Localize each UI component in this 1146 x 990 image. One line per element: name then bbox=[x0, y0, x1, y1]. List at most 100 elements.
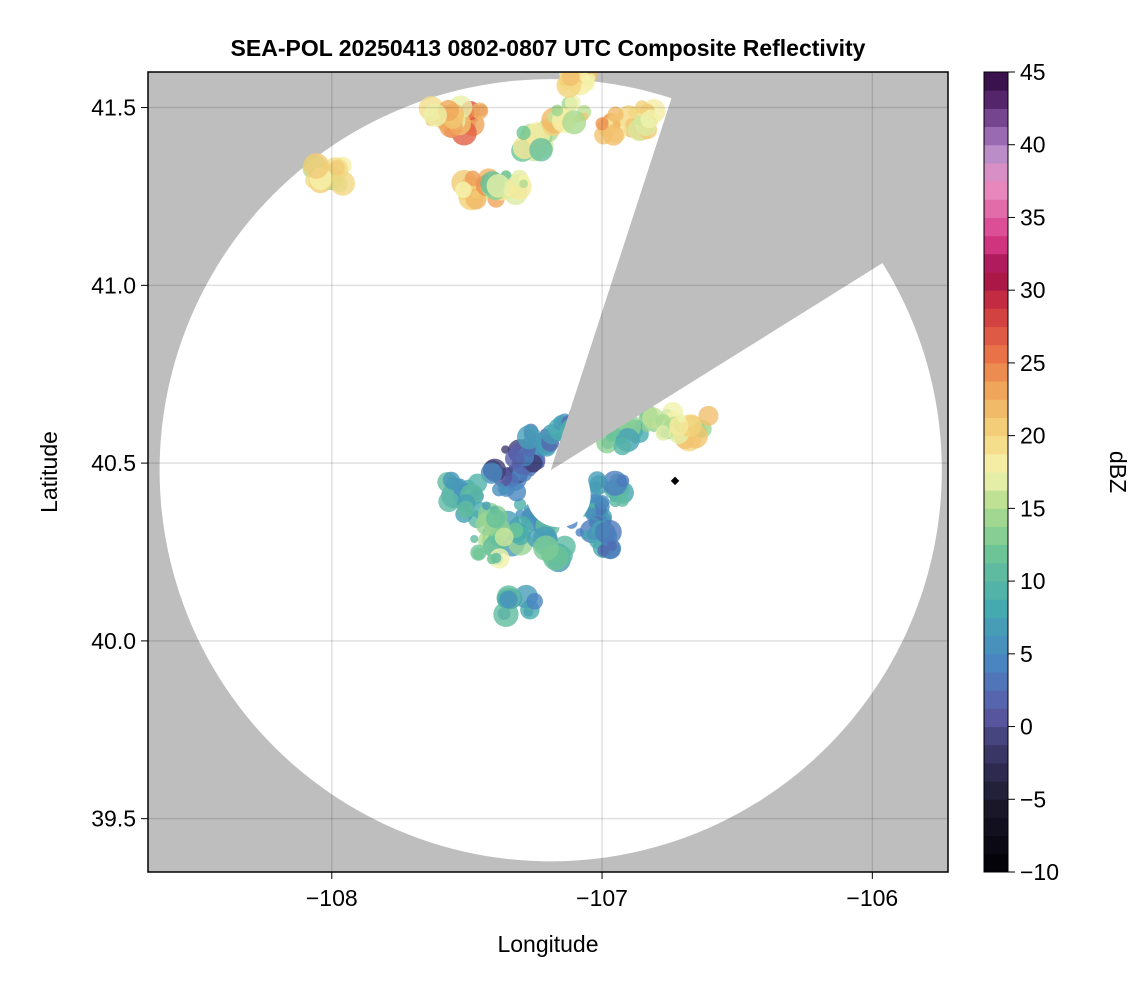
colorbar-band bbox=[984, 108, 1008, 128]
echo-point bbox=[615, 493, 629, 507]
colorbar-band bbox=[984, 381, 1008, 400]
colorbar-tick-label: 20 bbox=[1020, 423, 1046, 449]
y-tick-label: 41.0 bbox=[91, 272, 136, 298]
colorbar-band bbox=[984, 726, 1008, 746]
colorbar-band bbox=[984, 508, 1008, 528]
echo-point bbox=[330, 171, 356, 196]
echo-point bbox=[507, 482, 527, 502]
colorbar-band bbox=[984, 490, 1008, 509]
colorbar-band bbox=[984, 217, 1008, 237]
echo-point bbox=[575, 528, 584, 537]
colorbar-band bbox=[984, 762, 1008, 782]
colorbar-band bbox=[984, 544, 1008, 564]
echo-point bbox=[551, 104, 564, 117]
echo-point bbox=[597, 544, 610, 557]
colorbar: −10 −5 0 5 10 15 20 25 30 35 40 45 dBZ bbox=[983, 59, 1131, 885]
x-tick-label: −107 bbox=[576, 885, 628, 911]
echo-point bbox=[303, 153, 330, 179]
plot-frame bbox=[147, 71, 949, 873]
echo-point bbox=[640, 109, 660, 129]
echo-point bbox=[698, 405, 719, 426]
colorbar-band bbox=[984, 472, 1008, 491]
colorbar-band bbox=[984, 817, 1008, 837]
colorbar-tick-label: 25 bbox=[1020, 350, 1046, 376]
colorbar-band bbox=[984, 435, 1008, 455]
colorbar-band bbox=[984, 635, 1008, 655]
colorbar-band bbox=[984, 781, 1008, 800]
echo-point bbox=[655, 425, 671, 441]
echo-point bbox=[584, 507, 597, 519]
colorbar-label: dBZ bbox=[1105, 451, 1131, 493]
colorbar-band bbox=[984, 235, 1008, 255]
echo-point bbox=[533, 535, 559, 561]
colorbar-band bbox=[984, 799, 1008, 818]
colorbar-tick-label: 10 bbox=[1020, 568, 1046, 594]
echo-point bbox=[456, 500, 475, 519]
colorbar-tick-label: 15 bbox=[1020, 495, 1046, 521]
echo-point bbox=[595, 117, 609, 131]
colorbar-band bbox=[984, 399, 1008, 418]
plot-area bbox=[148, 72, 948, 872]
colorbar-tick-label: −10 bbox=[1020, 859, 1059, 885]
blocked-sector bbox=[550, 98, 883, 471]
echo-point bbox=[607, 106, 624, 123]
echo-point bbox=[564, 94, 581, 111]
echo-point bbox=[486, 553, 498, 565]
colorbar-band bbox=[984, 653, 1008, 673]
colorbar-tick-label: 30 bbox=[1020, 277, 1046, 303]
colorbar-tick-label: 40 bbox=[1020, 132, 1046, 158]
echo-point bbox=[562, 110, 587, 135]
colorbar-band bbox=[984, 853, 1008, 873]
colorbar-band bbox=[984, 581, 1008, 600]
echo-point bbox=[455, 181, 472, 199]
colorbar-band bbox=[984, 290, 1008, 309]
y-tick-label: 40.0 bbox=[91, 628, 136, 654]
echo-point bbox=[677, 413, 686, 423]
colorbar-band bbox=[984, 272, 1008, 291]
echo-point bbox=[423, 103, 448, 127]
radar-cone-of-silence bbox=[526, 463, 591, 528]
echo-point bbox=[613, 437, 632, 456]
colorbar-frame bbox=[983, 71, 1009, 873]
colorbar-band bbox=[984, 181, 1008, 200]
echo-point bbox=[328, 159, 345, 176]
gridlines bbox=[148, 72, 948, 872]
x-tick-label: −106 bbox=[846, 885, 898, 911]
echo-point bbox=[561, 72, 580, 86]
echo-point bbox=[471, 190, 480, 199]
chart-title: SEA-POL 20250413 0802-0807 UTC Composite… bbox=[231, 35, 866, 61]
colorbar-band bbox=[984, 835, 1008, 855]
radar-coverage bbox=[159, 79, 942, 862]
echo-point bbox=[501, 445, 510, 454]
echo-point bbox=[486, 174, 511, 198]
colorbar-tick-label: −5 bbox=[1020, 786, 1046, 812]
echo-point bbox=[529, 137, 553, 162]
colorbar-band bbox=[984, 162, 1008, 182]
y-axis: 39.5 40.0 40.5 41.0 41.5 bbox=[91, 95, 148, 832]
colorbar-band bbox=[984, 617, 1008, 637]
echo-point bbox=[480, 462, 503, 484]
echo-point bbox=[470, 544, 487, 561]
echo-point bbox=[519, 179, 528, 189]
echo-point bbox=[635, 100, 649, 114]
echo-point bbox=[470, 534, 479, 544]
echo-point bbox=[516, 125, 531, 140]
echo-point bbox=[655, 414, 671, 430]
x-tick-label: −108 bbox=[306, 885, 358, 911]
colorbar-ticks: −10 −5 0 5 10 15 20 25 30 35 40 45 bbox=[1008, 59, 1059, 885]
colorbar-band bbox=[984, 326, 1008, 346]
echo-point bbox=[616, 474, 630, 488]
colorbar-band bbox=[984, 253, 1008, 273]
colorbar-band bbox=[984, 90, 1008, 109]
colorbar-band bbox=[984, 562, 1008, 582]
y-axis-label: Latitude bbox=[36, 431, 62, 513]
echo-point bbox=[485, 508, 506, 529]
colorbar-band bbox=[984, 199, 1008, 218]
echo-point bbox=[492, 482, 506, 497]
colorbar-band bbox=[984, 126, 1008, 146]
x-axis-label: Longitude bbox=[497, 931, 598, 957]
echo-point bbox=[606, 541, 617, 552]
colorbar-tick-label: 35 bbox=[1020, 204, 1046, 230]
colorbar-tick-label: 45 bbox=[1020, 59, 1046, 85]
